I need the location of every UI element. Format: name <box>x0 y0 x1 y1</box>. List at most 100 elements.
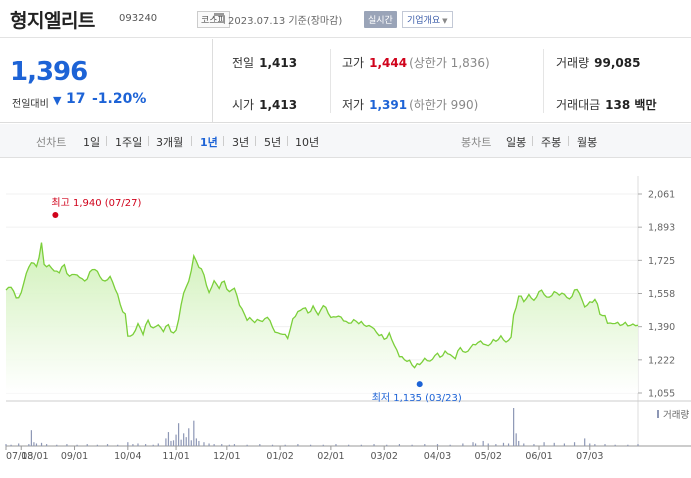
tab-10y[interactable]: 10년 <box>295 136 320 149</box>
volume-bar <box>271 444 274 446</box>
volume-bar <box>195 438 197 446</box>
volume-bar <box>157 443 159 446</box>
divider <box>532 136 533 146</box>
volume-bar <box>167 432 170 446</box>
tab-monthly[interactable]: 월봉 <box>577 136 598 149</box>
volume-bar <box>40 442 43 446</box>
tab-1d[interactable]: 1일 <box>83 136 101 149</box>
volume-bar <box>233 444 236 446</box>
volume-bar <box>33 442 35 446</box>
volume-bar <box>18 443 20 446</box>
divider <box>287 136 288 146</box>
tab-daily[interactable]: 일봉 <box>506 136 527 149</box>
volume-bar <box>472 442 474 446</box>
x-tick-label: 08/01 <box>21 451 48 462</box>
volume-bar <box>208 443 210 446</box>
price-line <box>5 242 639 369</box>
x-tick-label: 12/01 <box>213 451 240 462</box>
tab-3y[interactable]: 3년 <box>232 136 250 149</box>
y-tick-label: 1,055 <box>648 389 675 400</box>
volume-bar <box>637 444 639 446</box>
low-marker <box>416 381 423 388</box>
stat-open: 시가 1,413 <box>232 96 297 113</box>
stat-amount: 거래대금 138 백만 <box>556 96 656 113</box>
volume-bar <box>5 444 7 446</box>
base-date: 2023.07.13 기준(장마감) <box>228 16 343 27</box>
realtime-button[interactable]: 실시간 <box>364 11 397 28</box>
volume-bar <box>165 438 167 446</box>
volume-bar <box>398 444 401 446</box>
tab-1w[interactable]: 1주일 <box>115 136 143 149</box>
volume-bar <box>170 440 172 446</box>
stat-low: 저가 1,391 (하한가 990) <box>342 96 478 113</box>
tab-weekly[interactable]: 주봉 <box>541 136 562 149</box>
volume-bar <box>30 430 32 446</box>
volume-bar <box>411 444 413 446</box>
y-axis: 2,061 1,893 1,725 1,558 1,390 1,222 1,055 <box>638 190 675 400</box>
line-chart-label: 선차트 <box>36 136 67 149</box>
volume-bar <box>309 444 312 446</box>
price-area-fill <box>6 242 638 393</box>
volume-bar <box>502 442 505 446</box>
volume-bar <box>563 443 565 446</box>
volume-bar <box>449 444 451 446</box>
company-overview-dropdown[interactable]: 기업개요 ▼ <box>402 11 453 28</box>
stat-label: 거래대금 <box>556 98 601 112</box>
volume-bar <box>188 428 190 446</box>
divider <box>223 136 224 146</box>
tab-5y[interactable]: 5년 <box>264 136 282 149</box>
price-chart[interactable]: 2,061 1,893 1,725 1,558 1,390 1,222 1,055 최고 1… <box>0 158 691 478</box>
volume-bar <box>495 444 497 446</box>
volume-bar <box>386 444 388 446</box>
divider <box>148 136 149 146</box>
volume-bar <box>436 444 439 446</box>
stock-code: 093240 <box>119 13 158 24</box>
volume-bar <box>584 438 586 446</box>
volume-bar <box>322 444 324 446</box>
volume-bar <box>96 444 98 446</box>
divider <box>255 136 256 146</box>
volume-bar <box>284 444 286 446</box>
volume-bar <box>127 442 129 446</box>
volume-bar <box>543 442 545 446</box>
tab-3m[interactable]: 3개월 <box>156 136 184 149</box>
volume-bar <box>46 444 48 446</box>
volume-bar <box>533 444 535 446</box>
volume-label: 거래량 <box>663 409 689 421</box>
divider <box>191 136 192 146</box>
volume-bar <box>76 444 78 446</box>
volume-bar <box>10 444 12 446</box>
volume-bar <box>172 440 175 446</box>
change-label: 전일대비 <box>12 99 49 110</box>
high-marker <box>52 212 59 218</box>
volume-bar <box>594 444 596 446</box>
x-tick-label: 09/01 <box>61 451 88 462</box>
volume-bar <box>56 444 58 446</box>
low-annotation: 최저 1,135 (03/23) <box>372 392 462 404</box>
stat-label: 시가 <box>232 98 255 112</box>
stat-value: 1,391 <box>369 98 408 112</box>
x-tick-label: 04/03 <box>424 451 451 462</box>
volume-bar <box>228 444 230 446</box>
volume-bar <box>335 444 337 446</box>
volume-bar <box>190 440 192 446</box>
volume-bar <box>614 444 616 446</box>
tab-1y[interactable]: 1년 <box>200 136 218 149</box>
volume-bar <box>348 444 350 446</box>
x-tick-label: 05/02 <box>475 451 502 462</box>
volume-bar <box>259 444 261 446</box>
volume-bar <box>589 443 591 446</box>
stat-label: 전일 <box>232 56 255 70</box>
stock-name: 형지엘리트 <box>10 10 95 32</box>
change-value: 17 <box>66 91 86 107</box>
company-overview-label: 기업개요 <box>407 16 441 26</box>
chevron-down-icon: ▼ <box>442 17 448 25</box>
calendar-icon <box>214 13 224 23</box>
volume-bar <box>203 442 205 446</box>
stat-value: 1,413 <box>259 56 298 70</box>
volume-bar <box>297 444 299 446</box>
volume-bar <box>198 440 200 446</box>
stat-value: 138 백만 <box>605 98 657 112</box>
volume-bar <box>573 442 576 446</box>
volume-bar <box>515 433 517 446</box>
